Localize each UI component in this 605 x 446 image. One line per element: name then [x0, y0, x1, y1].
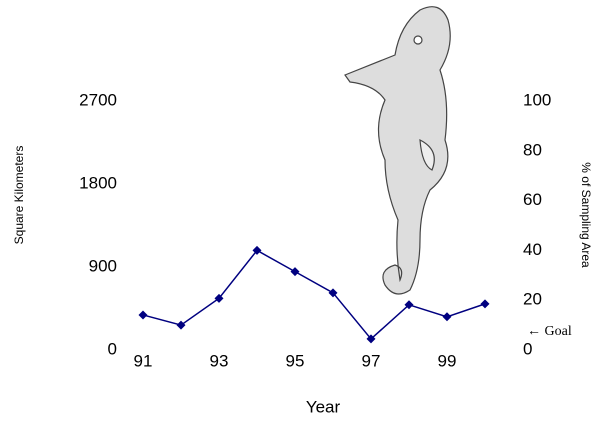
series-line — [142, 249, 486, 341]
goal-annotation: ← Goal — [527, 324, 572, 339]
y2-tick-label: 40 — [523, 240, 542, 259]
x-tick-label: 91 — [134, 351, 153, 370]
data-point — [366, 334, 376, 344]
x-axis-title: Year — [306, 397, 341, 416]
y2-tick-label: 60 — [523, 190, 542, 209]
y2-tick-label: 100 — [523, 90, 551, 109]
data-point — [442, 312, 452, 322]
x-tick-label: 99 — [438, 351, 457, 370]
x-tick-label: 97 — [362, 351, 381, 370]
data-point — [252, 245, 262, 255]
y-axis-title: Square Kilometers — [12, 146, 26, 245]
y2-tick-label: 0 — [523, 339, 532, 358]
data-point — [404, 300, 414, 310]
y-tick-label: 0 — [108, 339, 117, 358]
seahorse-illustration — [344, 6, 451, 295]
data-point — [176, 320, 186, 330]
y-tick-label: 900 — [89, 256, 117, 275]
data-point — [328, 288, 338, 298]
data-point — [138, 310, 148, 320]
y2-tick-label: 80 — [523, 140, 542, 159]
y2-tick-label: 20 — [523, 290, 542, 309]
x-tick-label: 95 — [286, 351, 305, 370]
data-point — [290, 267, 300, 277]
y-tick-label: 1800 — [79, 173, 117, 192]
data-point — [214, 293, 224, 303]
y-tick-label: 2700 — [79, 90, 117, 109]
x-tick-label: 93 — [210, 351, 229, 370]
data-point — [480, 299, 490, 309]
y2-axis-title: % of Sampling Area — [579, 162, 593, 268]
